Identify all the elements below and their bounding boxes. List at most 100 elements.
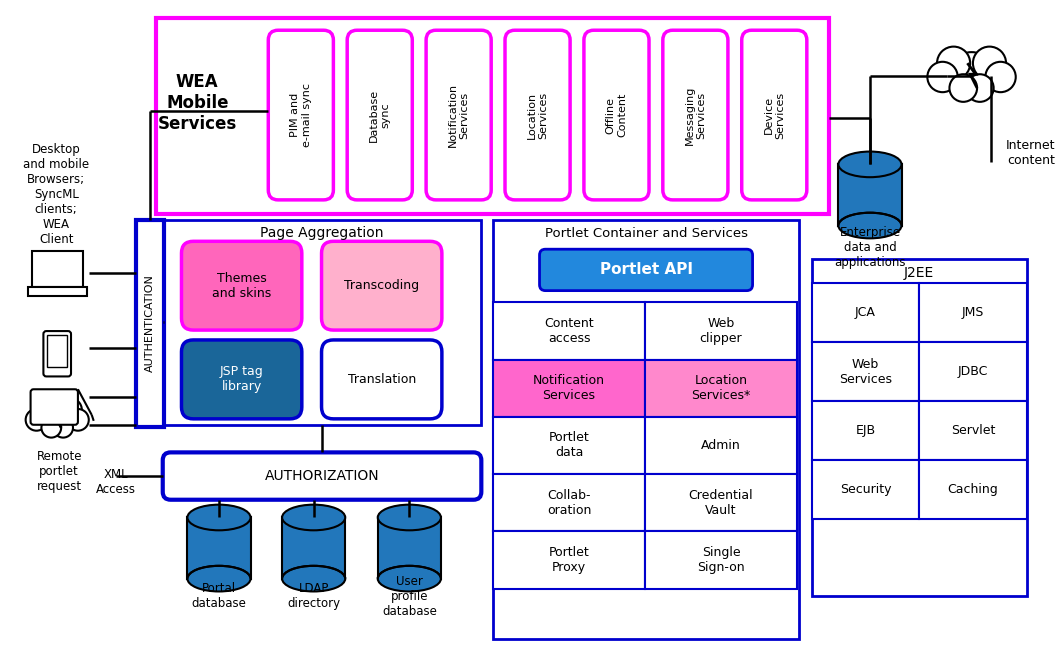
Text: JMS: JMS (962, 306, 984, 319)
FancyBboxPatch shape (506, 30, 570, 200)
Text: Portlet
Proxy: Portlet Proxy (549, 546, 589, 574)
Text: WEA
Mobile
Services: WEA Mobile Services (157, 73, 237, 133)
FancyBboxPatch shape (322, 340, 442, 419)
Circle shape (986, 62, 1015, 92)
Circle shape (966, 74, 994, 102)
Circle shape (927, 62, 958, 92)
Text: Credential
Vault: Credential Vault (688, 489, 753, 517)
Text: LDAP
directory: LDAP directory (287, 583, 340, 610)
FancyBboxPatch shape (663, 30, 727, 200)
Ellipse shape (378, 566, 441, 591)
Circle shape (53, 418, 73, 437)
Ellipse shape (187, 505, 251, 530)
Bar (493, 302, 645, 360)
FancyBboxPatch shape (426, 30, 492, 200)
Bar (282, 517, 345, 579)
Ellipse shape (838, 152, 902, 177)
Text: Transcoding: Transcoding (344, 279, 419, 292)
Text: XML
Access: XML Access (97, 468, 136, 496)
Bar (811, 283, 920, 342)
Text: Portlet API: Portlet API (600, 262, 692, 278)
Text: Portlet Container and Services: Portlet Container and Services (545, 227, 748, 240)
Text: Location
Services: Location Services (527, 91, 548, 138)
Text: Device
Services: Device Services (764, 91, 785, 138)
Bar (811, 342, 920, 401)
Bar (920, 283, 1027, 342)
Text: Content
access: Content access (545, 317, 594, 345)
Bar (156, 18, 828, 214)
Circle shape (33, 398, 56, 422)
Circle shape (41, 418, 62, 437)
Bar (493, 417, 645, 474)
FancyBboxPatch shape (539, 249, 753, 290)
FancyBboxPatch shape (162, 452, 481, 500)
Text: Enterprise
data and
applications: Enterprise data and applications (835, 226, 906, 269)
Bar (645, 532, 796, 589)
Bar (28, 287, 87, 296)
FancyBboxPatch shape (182, 340, 302, 419)
Ellipse shape (187, 566, 251, 591)
FancyBboxPatch shape (182, 241, 302, 330)
Bar (645, 302, 796, 360)
Circle shape (25, 409, 48, 431)
Text: Portlet
data: Portlet data (549, 431, 589, 460)
Bar (920, 342, 1027, 401)
Ellipse shape (282, 566, 345, 591)
Text: Caching: Caching (947, 483, 998, 497)
Bar (378, 517, 441, 579)
FancyBboxPatch shape (322, 241, 442, 330)
Text: Themes
and skins: Themes and skins (212, 271, 271, 300)
Ellipse shape (838, 213, 902, 239)
Text: Location
Services*: Location Services* (691, 374, 751, 403)
Bar (493, 474, 645, 532)
Bar (811, 259, 1027, 596)
Bar (493, 220, 799, 639)
Text: JCA: JCA (855, 306, 876, 319)
Text: Web
Services: Web Services (839, 358, 892, 386)
Text: Security: Security (840, 483, 891, 497)
Text: Servlet: Servlet (950, 424, 995, 437)
Text: User
profile
database: User profile database (382, 575, 436, 618)
Circle shape (948, 52, 995, 99)
Bar (811, 460, 920, 519)
Text: Messaging
Services: Messaging Services (685, 85, 706, 144)
Circle shape (937, 46, 971, 80)
Circle shape (58, 398, 82, 422)
Bar (920, 401, 1027, 460)
Bar (187, 517, 251, 579)
Bar (162, 220, 481, 425)
Bar (645, 417, 796, 474)
Bar (32, 251, 83, 287)
Text: Portal
database: Portal database (191, 583, 246, 610)
Text: Offline
Content: Offline Content (605, 93, 628, 137)
FancyBboxPatch shape (584, 30, 649, 200)
Text: Notification
Services: Notification Services (533, 374, 605, 403)
Text: J2EE: J2EE (904, 266, 935, 280)
Ellipse shape (378, 505, 441, 530)
Text: Internet
content: Internet content (1006, 138, 1056, 167)
Circle shape (949, 74, 977, 102)
Text: Remote
portlet
request: Remote portlet request (36, 450, 82, 493)
Bar (920, 460, 1027, 519)
FancyBboxPatch shape (269, 30, 333, 200)
Text: Single
Sign-on: Single Sign-on (698, 546, 744, 574)
FancyBboxPatch shape (31, 389, 78, 425)
Text: Notification
Services: Notification Services (448, 83, 469, 147)
Text: Admin: Admin (701, 439, 741, 452)
FancyBboxPatch shape (44, 331, 71, 376)
Bar (645, 474, 796, 532)
Text: Database
sync: Database sync (369, 89, 391, 142)
FancyBboxPatch shape (741, 30, 807, 200)
Bar (838, 165, 902, 226)
Bar (811, 401, 920, 460)
Text: EJB: EJB (856, 424, 875, 437)
Bar (136, 220, 164, 427)
Text: AUTHENTICATION: AUTHENTICATION (144, 274, 155, 372)
Text: AUTHORIZATION: AUTHORIZATION (264, 469, 379, 483)
Text: Collab-
oration: Collab- oration (547, 489, 592, 517)
FancyBboxPatch shape (347, 30, 412, 200)
Circle shape (67, 409, 89, 431)
Ellipse shape (282, 505, 345, 530)
Text: Web
clipper: Web clipper (700, 317, 742, 345)
Text: JDBC: JDBC (958, 365, 989, 378)
